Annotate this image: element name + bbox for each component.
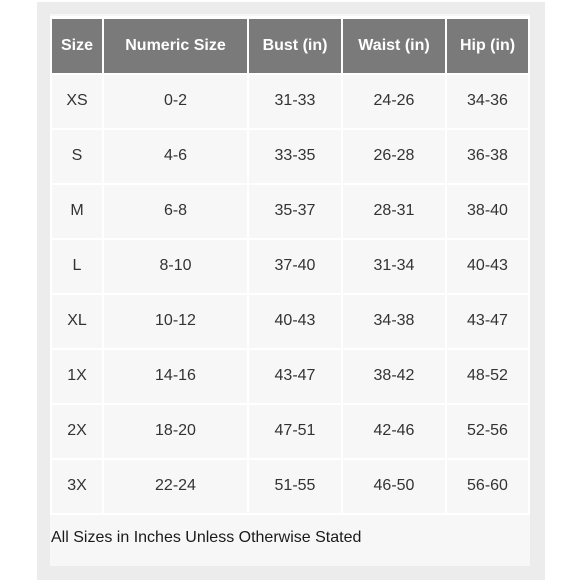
cell-bust: 40-43	[247, 292, 343, 350]
cell-waist: 46-50	[341, 457, 447, 515]
cell-bust: 51-55	[247, 457, 343, 515]
cell-waist: 34-38	[341, 292, 447, 350]
cell-waist: 24-26	[341, 72, 447, 130]
cell-hip: 43-47	[445, 292, 530, 350]
table-row: 3X 22-24 51-55 46-50 56-60	[50, 457, 530, 515]
cell-size: 2X	[50, 402, 104, 460]
cell-bust: 37-40	[247, 237, 343, 295]
header-size: Size	[50, 16, 104, 75]
footer-note: All Sizes in Inches Unless Otherwise Sta…	[51, 529, 362, 546]
table-header-row: Size Numeric Size Bust (in) Waist (in) H…	[50, 16, 530, 75]
cell-size: XS	[50, 72, 104, 130]
table-row: 1X 14-16 43-47 38-42 48-52	[50, 347, 530, 405]
cell-waist: 26-28	[341, 127, 447, 185]
cell-numeric-size: 10-12	[102, 292, 249, 350]
header-bust: Bust (in)	[247, 16, 343, 75]
cell-size: L	[50, 237, 104, 295]
cell-bust: 43-47	[247, 347, 343, 405]
header-numeric-size: Numeric Size	[102, 16, 249, 75]
table-row: M 6-8 35-37 28-31 38-40	[50, 182, 530, 240]
cell-hip: 56-60	[445, 457, 530, 515]
cell-numeric-size: 6-8	[102, 182, 249, 240]
cell-numeric-size: 8-10	[102, 237, 249, 295]
cell-size: 3X	[50, 457, 104, 515]
cell-bust: 35-37	[247, 182, 343, 240]
cell-waist: 42-46	[341, 402, 447, 460]
cell-bust: 33-35	[247, 127, 343, 185]
table-row: L 8-10 37-40 31-34 40-43	[50, 237, 530, 295]
cell-size: 1X	[50, 347, 104, 405]
cell-bust: 31-33	[247, 72, 343, 130]
cell-hip: 52-56	[445, 402, 530, 460]
cell-waist: 28-31	[341, 182, 447, 240]
table-row: XS 0-2 31-33 24-26 34-36	[50, 72, 530, 130]
cell-numeric-size: 14-16	[102, 347, 249, 405]
header-hip: Hip (in)	[445, 16, 530, 75]
table-row: S 4-6 33-35 26-28 36-38	[50, 127, 530, 185]
cell-hip: 40-43	[445, 237, 530, 295]
cell-numeric-size: 0-2	[102, 72, 249, 130]
cell-numeric-size: 22-24	[102, 457, 249, 515]
cell-waist: 31-34	[341, 237, 447, 295]
table-row: XL 10-12 40-43 34-38 43-47	[50, 292, 530, 350]
cell-size: XL	[50, 292, 104, 350]
cell-hip: 38-40	[445, 182, 530, 240]
header-waist: Waist (in)	[341, 16, 447, 75]
cell-size: S	[50, 127, 104, 185]
cell-size: M	[50, 182, 104, 240]
cell-waist: 38-42	[341, 347, 447, 405]
cell-hip: 36-38	[445, 127, 530, 185]
size-chart-table: Size Numeric Size Bust (in) Waist (in) H…	[50, 16, 530, 515]
cell-numeric-size: 18-20	[102, 402, 249, 460]
table-row: 2X 18-20 47-51 42-46 52-56	[50, 402, 530, 460]
cell-numeric-size: 4-6	[102, 127, 249, 185]
cell-hip: 34-36	[445, 72, 530, 130]
cell-bust: 47-51	[247, 402, 343, 460]
cell-hip: 48-52	[445, 347, 530, 405]
